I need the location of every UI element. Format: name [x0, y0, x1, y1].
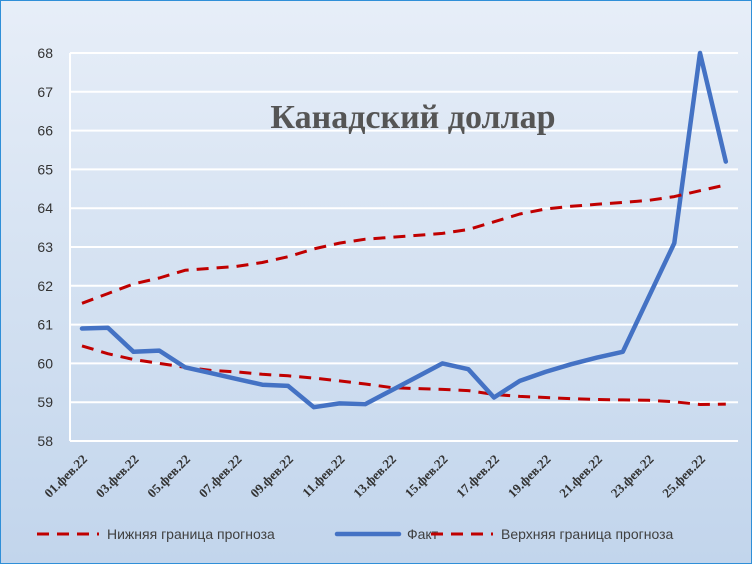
chart-title: Канадский доллар — [270, 99, 555, 136]
series-line-1 — [79, 50, 729, 410]
x-axis-ticks: 01.фев.22 03.фев.22 05.фев.22 07.фев.22 09.ф… — [41, 452, 708, 501]
legend-label-2: Верхняя граница прогноза — [501, 526, 674, 542]
x-tick-label: 05.фев.22 — [144, 452, 193, 501]
x-tick-label: 23.фев.22 — [608, 452, 657, 501]
y-axis-ticks: 58 59 60 61 62 63 64 65 66 67 68 — [37, 45, 53, 449]
legend: Нижняя граница прогноза Факт Верхняя грани… — [37, 526, 674, 542]
x-tick-label: 19.фев.22 — [505, 452, 554, 501]
x-tick-label: 17.фев.22 — [453, 452, 502, 501]
series-lines — [79, 50, 729, 410]
legend-label-1: Факт — [407, 526, 439, 542]
y-tick-label: 68 — [37, 45, 53, 61]
legend-label-0: Нижняя граница прогноза — [107, 526, 275, 542]
y-tick-label: 66 — [37, 123, 53, 139]
x-tick-label: 15.фев.22 — [402, 452, 451, 501]
x-tick-label: 11.фев.22 — [299, 452, 347, 500]
y-tick-label: 61 — [37, 317, 53, 333]
x-tick-label: 03.фев.22 — [93, 452, 142, 501]
y-tick-label: 64 — [37, 200, 53, 216]
x-tick-label: 01.фев.22 — [41, 452, 90, 501]
y-tick-label: 67 — [37, 84, 53, 100]
y-tick-label: 58 — [37, 433, 53, 449]
x-tick-label: 09.фев.22 — [247, 452, 296, 501]
y-tick-label: 62 — [37, 278, 53, 294]
x-tick-label: 21.фев.22 — [556, 452, 605, 501]
y-tick-label: 65 — [37, 161, 53, 177]
x-tick-label: 13.фев.22 — [350, 452, 399, 501]
y-tick-label: 63 — [37, 239, 53, 255]
series-line-2 — [81, 183, 727, 305]
y-tick-label: 60 — [37, 355, 53, 371]
x-tick-label: 07.фев.22 — [196, 452, 245, 501]
y-tick-label: 59 — [37, 394, 53, 410]
x-tick-label: 25.фев.22 — [659, 452, 708, 501]
